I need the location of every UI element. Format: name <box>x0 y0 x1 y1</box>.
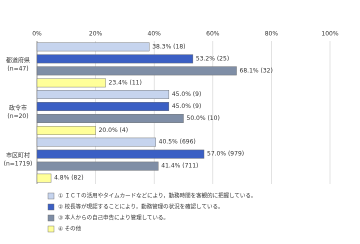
bar <box>36 102 170 111</box>
legend-label: ④ その他 <box>58 225 82 233</box>
value-label: 40.5% (696) <box>159 139 196 146</box>
legend-swatch <box>47 225 55 233</box>
bar <box>36 173 52 183</box>
value-label: 45.0% (9) <box>172 103 201 110</box>
value-label: 53.2% (25) <box>196 55 229 62</box>
value-label: 57.0% (979) <box>207 151 244 158</box>
x-tick-label: 80% <box>265 31 279 38</box>
legend-swatch <box>47 214 55 222</box>
bar <box>36 149 205 159</box>
category-label: (n=1719) <box>4 161 33 168</box>
value-label: 4.8% (82) <box>54 175 83 182</box>
value-label: 23.4% (11) <box>109 79 142 86</box>
bar <box>36 137 156 147</box>
bar <box>36 90 170 99</box>
bar <box>36 78 106 88</box>
x-tick-label: 40% <box>148 31 162 38</box>
bar <box>36 126 96 135</box>
bar <box>36 54 194 64</box>
value-label: 38.3% (18) <box>152 43 185 50</box>
category-label: (n=20) <box>7 113 28 120</box>
legend-swatch <box>47 192 55 200</box>
legend-label: ③ 本人からの自己申告により管理している。 <box>58 214 169 222</box>
x-tick-label: 20% <box>89 31 103 38</box>
value-label: 45.0% (9) <box>172 91 201 98</box>
legend-label: ① ＩＣＴの活用やタイムカードなどにより，勤務時間を客観的に把握している。 <box>58 192 256 200</box>
category-label: 都道府県 <box>6 56 30 64</box>
x-tick-label: 60% <box>206 31 220 38</box>
value-label: 68.1% (32) <box>240 67 273 74</box>
bar <box>36 114 184 123</box>
bar <box>36 66 237 76</box>
value-label: 41.4% (711) <box>161 163 198 170</box>
bar <box>36 42 150 52</box>
x-tick-label: 100% <box>321 31 338 38</box>
category-label: 政令市 <box>9 104 27 112</box>
category-label: 市区町村 <box>6 152 30 160</box>
value-label: 50.0% (10) <box>187 115 220 122</box>
bar <box>36 161 159 171</box>
x-tick-label: 0% <box>32 31 42 38</box>
legend-label: ② 校長等が現認することにより，勤務管理の状況を確認している。 <box>58 203 224 211</box>
category-label: (n=47) <box>7 65 28 72</box>
value-label: 20.0% (4) <box>99 127 128 134</box>
legend-swatch <box>47 203 55 211</box>
